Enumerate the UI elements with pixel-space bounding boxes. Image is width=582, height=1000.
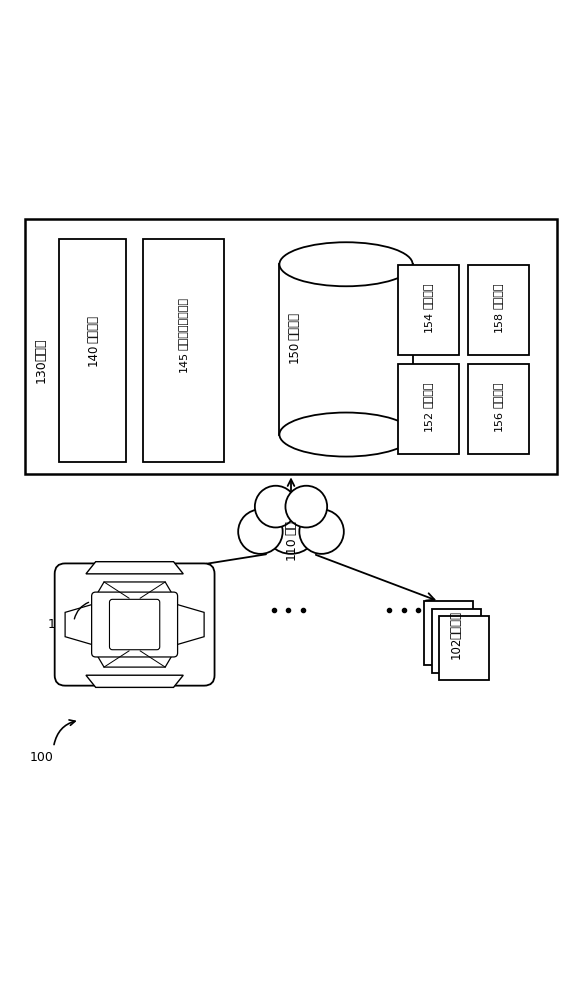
Text: 数据存储: 数据存储 [288,312,300,340]
Polygon shape [95,582,173,596]
Bar [59,239,126,462]
Bar [432,609,481,673]
Text: 地图数据: 地图数据 [424,283,434,309]
Polygon shape [176,604,204,645]
Text: 日志数据: 日志数据 [494,283,503,309]
Text: 154: 154 [424,311,434,332]
Bar [398,265,459,355]
Text: 110: 110 [285,536,297,560]
Polygon shape [95,653,173,667]
Circle shape [285,486,327,527]
Ellipse shape [279,242,413,286]
FancyArrowPatch shape [54,720,75,745]
Bar [24,219,558,474]
Polygon shape [65,604,93,645]
Bar [439,616,488,680]
Text: 156: 156 [494,410,503,431]
Text: 100: 100 [30,751,54,764]
Text: 140: 140 [86,344,100,366]
Text: 服务器: 服务器 [34,338,47,361]
Text: 150: 150 [288,341,300,363]
Text: 152: 152 [424,410,434,431]
Circle shape [299,509,344,554]
Text: 120: 120 [48,618,71,631]
Text: 130: 130 [34,360,47,383]
Text: 158: 158 [494,311,503,332]
FancyArrowPatch shape [74,602,88,619]
Text: 用户数据: 用户数据 [424,381,434,408]
Circle shape [263,498,319,554]
Polygon shape [86,675,183,687]
Bar [469,364,529,454]
Bar [469,265,529,355]
Bar [279,264,413,435]
Bar [143,239,225,462]
Circle shape [238,509,283,554]
FancyBboxPatch shape [55,563,215,686]
Circle shape [255,486,297,527]
Bar [424,601,473,665]
Text: 用户设备: 用户设备 [449,611,463,639]
Ellipse shape [279,413,413,457]
Bar [398,364,459,454]
Text: 145: 145 [179,350,189,372]
Text: 网络: 网络 [285,520,297,535]
FancyBboxPatch shape [109,599,159,650]
Text: 车辆数据处理单元: 车辆数据处理单元 [179,297,189,350]
FancyBboxPatch shape [91,592,178,657]
Polygon shape [86,562,183,574]
Text: 102: 102 [449,637,463,659]
Text: 搜索数据: 搜索数据 [494,381,503,408]
Text: 导航单元: 导航单元 [86,315,100,343]
